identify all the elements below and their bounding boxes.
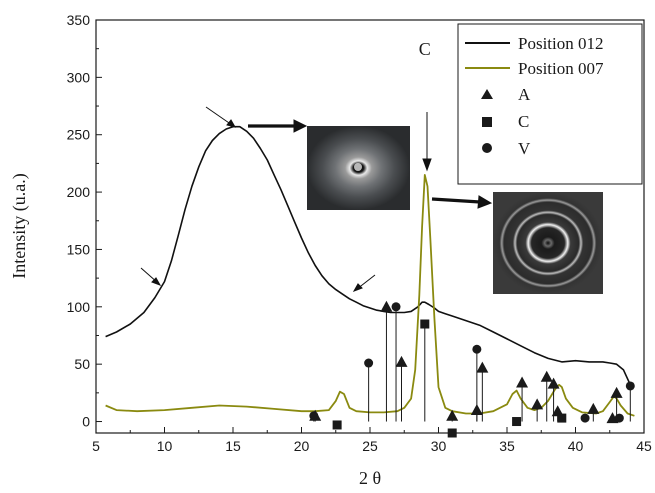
- marker-v: [614, 413, 624, 423]
- legend-label-a: A: [518, 85, 531, 104]
- marker-c: [557, 413, 567, 423]
- x-tick-label: 20: [294, 438, 310, 454]
- marker-c: [420, 319, 430, 329]
- y-axis-title: Intensity (u.a.): [9, 173, 30, 278]
- y-tick-label: 100: [67, 299, 91, 315]
- y-tick-label: 150: [67, 241, 91, 257]
- x-tick-label: 35: [499, 438, 515, 454]
- y-tick-label: 50: [74, 356, 90, 372]
- y-tick-label: 300: [67, 69, 91, 85]
- marker-a: [380, 300, 393, 312]
- legend-square-icon: [482, 117, 492, 127]
- marker-a: [531, 398, 544, 410]
- marker-a: [540, 370, 553, 382]
- annotation-c-label: C: [419, 39, 431, 59]
- y-tick-label: 0: [82, 414, 90, 430]
- legend-circle-icon: [482, 143, 492, 153]
- series-line-position-012: [105, 125, 632, 386]
- x-tick-label: 5: [92, 438, 100, 454]
- legend-label-pos007: Position 007: [518, 59, 604, 78]
- marker-v: [309, 411, 319, 421]
- arrow-to-pattern-rings: [431, 197, 481, 204]
- y-tick-label: 250: [67, 127, 91, 143]
- y-tick-label: 200: [67, 184, 91, 200]
- x-tick-label: 40: [568, 438, 584, 454]
- marker-a: [446, 409, 459, 421]
- marker-c: [447, 428, 457, 438]
- legend-label-v: V: [518, 139, 531, 158]
- legend-label-c: C: [518, 112, 529, 131]
- legend-triangle-icon: [481, 89, 493, 99]
- diffraction-pattern-rings: [493, 192, 603, 294]
- arrow-peak-top: [205, 106, 233, 126]
- marker-a: [395, 355, 408, 367]
- legend-label-pos012: Position 012: [518, 34, 604, 53]
- marker-v: [580, 413, 590, 423]
- marker-c: [332, 420, 342, 430]
- marker-v: [625, 381, 635, 391]
- x-tick-label: 45: [636, 438, 652, 454]
- marker-a: [476, 361, 489, 373]
- marker-a: [516, 376, 529, 388]
- marker-c: [512, 417, 522, 427]
- diffraction-pattern-broad: [307, 126, 410, 210]
- legend-box: [457, 23, 643, 185]
- x-tick-label: 30: [431, 438, 447, 454]
- marker-v: [364, 358, 374, 368]
- annotation-arrows: [140, 106, 493, 292]
- x-tick-label: 25: [362, 438, 378, 454]
- marker-a: [587, 402, 600, 414]
- series-line-position-007: [105, 174, 635, 417]
- marker-a: [551, 405, 564, 417]
- legend: Position 012 Position 007 A C V: [457, 23, 643, 185]
- marker-a: [610, 386, 623, 398]
- marker-v: [391, 302, 401, 312]
- axis-ticks: 5 10 15 20 25 30 35 40 45 0 50 100 150 200 250 300 350: [67, 12, 652, 454]
- x-axis-title: 2 θ: [359, 468, 381, 488]
- y-tick-label: 350: [67, 12, 91, 28]
- marker-v: [472, 344, 482, 354]
- marker-layer: [309, 300, 635, 438]
- x-tick-label: 10: [157, 438, 173, 454]
- x-tick-label: 15: [225, 438, 241, 454]
- series-layer: [105, 125, 635, 417]
- marker-a: [547, 377, 560, 389]
